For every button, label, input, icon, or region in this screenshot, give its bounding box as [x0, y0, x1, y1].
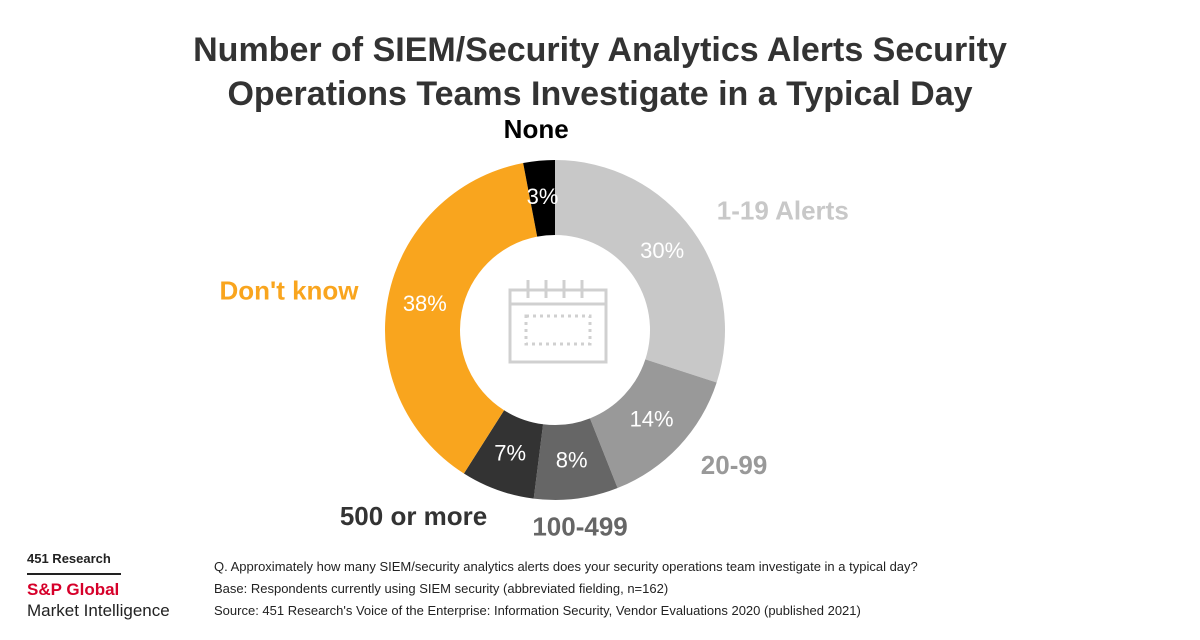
donut-segment — [555, 160, 726, 383]
footnote: Q. Approximately how many SIEM/security … — [214, 559, 918, 574]
data-label: 30% — [640, 238, 684, 263]
category-label: None — [504, 114, 569, 144]
category-label: 100-499 — [532, 511, 627, 541]
data-label: 14% — [630, 407, 674, 432]
donut-segment — [589, 359, 717, 489]
category-label: 500 or more — [340, 501, 487, 531]
donut-segment — [523, 160, 555, 237]
brand-top: 451 Research — [27, 551, 111, 566]
donut-segment — [385, 163, 538, 474]
data-label: 38% — [403, 291, 447, 316]
donut-segment — [463, 410, 544, 499]
footnote: Source: 451 Research's Voice of the Ente… — [214, 603, 861, 618]
chart-title: Number of SIEM/Security Analytics Alerts… — [193, 31, 1007, 113]
category-label: 20-99 — [701, 450, 768, 480]
calendar-icon — [508, 280, 608, 364]
data-label: 7% — [494, 440, 526, 465]
category-label: Don't know — [219, 275, 359, 305]
category-label: 1-19 Alerts — [717, 195, 849, 225]
data-label: 8% — [556, 447, 588, 472]
donut-segment — [533, 418, 618, 500]
brand-sub: Market Intelligence — [27, 601, 170, 620]
brand-name: S&P Global — [27, 580, 120, 599]
data-label: 3% — [527, 184, 559, 209]
brand-rule — [27, 573, 121, 575]
footnote: Base: Respondents currently using SIEM s… — [214, 581, 669, 596]
